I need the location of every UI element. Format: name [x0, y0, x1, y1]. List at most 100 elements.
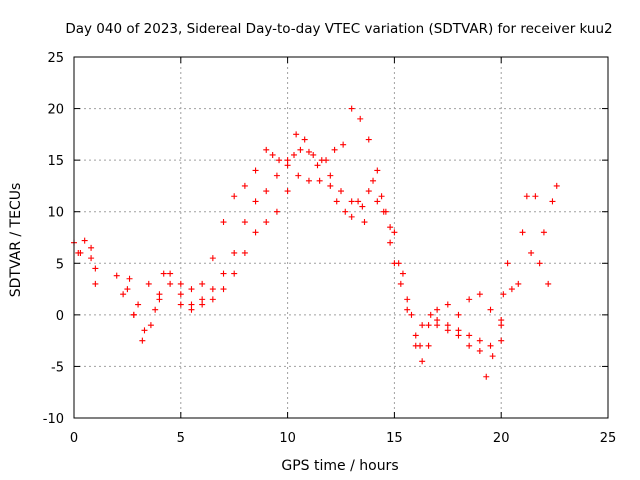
data-point: [359, 203, 366, 210]
data-point: [408, 311, 415, 318]
data-point: [156, 296, 163, 303]
data-point: [273, 172, 280, 179]
x-tick-label: 15: [386, 431, 403, 446]
data-point: [199, 280, 206, 287]
data-point: [295, 172, 302, 179]
data-point: [419, 322, 426, 329]
data-point: [318, 157, 325, 164]
data-point: [515, 280, 522, 287]
data-point: [177, 280, 184, 287]
data-point: [147, 322, 154, 329]
data-point: [399, 270, 406, 277]
axis-ticks: [73, 56, 609, 419]
data-point: [209, 296, 216, 303]
data-point: [241, 249, 248, 256]
data-point: [167, 280, 174, 287]
data-point: [532, 193, 539, 200]
data-point: [305, 148, 312, 155]
data-point: [199, 296, 206, 303]
x-tick-label: 10: [279, 431, 296, 446]
data-point: [487, 342, 494, 349]
y-tick-label: -5: [51, 360, 64, 375]
data-point: [113, 272, 120, 279]
data-point: [269, 151, 276, 158]
data-point: [252, 198, 259, 205]
data-point: [135, 301, 142, 308]
data-point: [387, 239, 394, 246]
data-point: [241, 219, 248, 226]
data-point: [188, 306, 195, 313]
x-tick-label: 5: [177, 431, 185, 446]
x-tick-label: 0: [70, 431, 78, 446]
data-point: [365, 136, 372, 143]
data-point: [177, 301, 184, 308]
data-point: [500, 291, 507, 298]
data-point: [220, 270, 227, 277]
data-point: [523, 193, 530, 200]
data-point: [340, 141, 347, 148]
data-point: [188, 286, 195, 293]
data-point: [160, 270, 167, 277]
data-point: [434, 322, 441, 329]
data-point: [139, 337, 146, 344]
data-point: [476, 291, 483, 298]
data-point: [498, 322, 505, 329]
data-point: [357, 115, 364, 122]
data-point: [455, 327, 462, 334]
data-point: [355, 198, 362, 205]
y-tick-label: 20: [47, 103, 64, 118]
data-point: [419, 358, 426, 365]
data-point: [483, 373, 490, 380]
data-point: [284, 157, 291, 164]
data-points: [71, 105, 560, 380]
data-point: [519, 229, 526, 236]
data-point: [545, 280, 552, 287]
series-track-b: [77, 131, 505, 349]
series-track-d: [500, 182, 560, 298]
data-point: [370, 177, 377, 184]
data-point: [397, 280, 404, 287]
data-point: [130, 311, 137, 318]
data-point: [553, 182, 560, 189]
y-tick-label: 5: [56, 257, 64, 272]
data-point: [301, 136, 308, 143]
data-point: [141, 327, 148, 334]
data-point: [92, 280, 99, 287]
data-point: [152, 306, 159, 313]
x-axis-label: GPS time / hours: [281, 458, 398, 474]
data-point: [395, 260, 402, 267]
data-point: [365, 188, 372, 195]
data-point: [455, 332, 462, 339]
data-point: [425, 342, 432, 349]
data-point: [387, 224, 394, 231]
data-point: [487, 306, 494, 313]
data-point: [348, 105, 355, 112]
data-point: [455, 311, 462, 318]
data-point: [177, 291, 184, 298]
data-point: [361, 219, 368, 226]
data-point: [241, 182, 248, 189]
chart-title: Day 040 of 2023, Sidereal Day-to-day VTE…: [65, 21, 612, 37]
data-point: [391, 229, 398, 236]
data-point: [293, 131, 300, 138]
data-point: [252, 167, 259, 174]
data-point: [263, 188, 270, 195]
data-point: [444, 301, 451, 308]
data-point: [209, 286, 216, 293]
data-point: [374, 198, 381, 205]
data-point: [314, 162, 321, 169]
data-point: [466, 332, 473, 339]
data-point: [92, 265, 99, 272]
data-point: [348, 213, 355, 220]
data-point: [466, 296, 473, 303]
data-point: [374, 167, 381, 174]
data-point: [498, 317, 505, 324]
y-axis-label: SDTVAR / TECUs: [8, 183, 24, 298]
data-point: [378, 193, 385, 200]
y-tick-label: 15: [47, 154, 64, 169]
plot-frame: [73, 56, 609, 419]
data-point: [167, 270, 174, 277]
data-point: [284, 188, 291, 195]
data-point: [489, 353, 496, 360]
data-point: [333, 198, 340, 205]
